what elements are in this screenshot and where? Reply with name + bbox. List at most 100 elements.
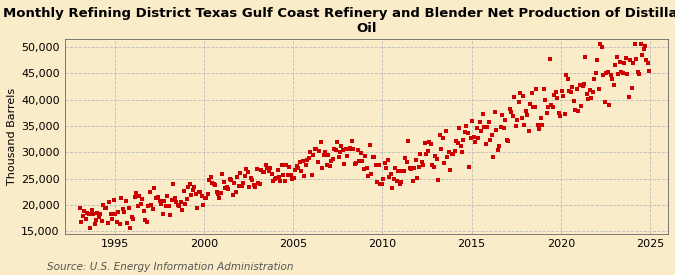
Point bbox=[88, 212, 99, 216]
Point bbox=[512, 117, 522, 122]
Point bbox=[415, 152, 426, 156]
Point bbox=[464, 164, 475, 169]
Point bbox=[177, 208, 188, 213]
Point bbox=[455, 143, 466, 148]
Point bbox=[585, 88, 595, 92]
Point bbox=[628, 61, 639, 65]
Point bbox=[632, 70, 643, 75]
Point bbox=[199, 196, 210, 200]
Point bbox=[247, 178, 258, 183]
Point bbox=[310, 147, 321, 151]
Point bbox=[620, 56, 631, 60]
Point bbox=[350, 162, 360, 167]
Point bbox=[397, 169, 408, 173]
Point bbox=[98, 203, 109, 207]
Point bbox=[354, 159, 364, 163]
Point bbox=[643, 61, 653, 65]
Point bbox=[549, 92, 560, 97]
Point bbox=[296, 169, 306, 174]
Point bbox=[576, 104, 587, 108]
Point bbox=[418, 163, 429, 167]
Point bbox=[608, 83, 619, 88]
Text: Source: U.S. Energy Information Administration: Source: U.S. Energy Information Administ… bbox=[47, 262, 294, 272]
Point bbox=[140, 217, 151, 222]
Point bbox=[294, 160, 305, 164]
Point bbox=[171, 200, 182, 204]
Point bbox=[429, 165, 439, 169]
Point bbox=[371, 163, 381, 167]
Point bbox=[360, 153, 371, 158]
Point bbox=[540, 98, 551, 102]
Point bbox=[111, 220, 122, 224]
Point bbox=[338, 148, 348, 152]
Point bbox=[178, 189, 189, 193]
Point bbox=[308, 153, 319, 158]
Point bbox=[601, 71, 612, 75]
Point bbox=[423, 149, 433, 153]
Point bbox=[357, 159, 368, 163]
Point bbox=[174, 204, 185, 208]
Point bbox=[252, 181, 263, 185]
Point bbox=[116, 196, 127, 200]
Point bbox=[84, 226, 95, 230]
Point bbox=[333, 155, 344, 159]
Point bbox=[277, 163, 288, 167]
Point bbox=[419, 141, 430, 146]
Point bbox=[327, 156, 338, 161]
Point bbox=[250, 185, 261, 189]
Point bbox=[339, 162, 350, 167]
Point bbox=[272, 168, 283, 173]
Point bbox=[189, 185, 200, 189]
Y-axis label: Thousand Barrels: Thousand Barrels bbox=[7, 88, 17, 185]
Point bbox=[76, 220, 86, 224]
Point bbox=[260, 163, 271, 167]
Point bbox=[574, 82, 585, 87]
Point bbox=[487, 133, 497, 137]
Point bbox=[220, 186, 231, 191]
Point bbox=[638, 47, 649, 51]
Point bbox=[383, 174, 394, 179]
Point bbox=[630, 57, 641, 62]
Point bbox=[436, 147, 447, 151]
Point bbox=[125, 226, 136, 230]
Point bbox=[610, 63, 620, 67]
Point bbox=[572, 109, 583, 113]
Point bbox=[363, 174, 374, 178]
Point bbox=[492, 148, 503, 152]
Point bbox=[138, 208, 149, 213]
Point bbox=[90, 218, 101, 222]
Point bbox=[83, 211, 94, 216]
Point bbox=[641, 57, 652, 62]
Point bbox=[433, 178, 443, 182]
Point bbox=[500, 118, 510, 123]
Point bbox=[568, 98, 579, 103]
Point bbox=[626, 86, 637, 90]
Point bbox=[120, 198, 131, 203]
Point bbox=[547, 105, 558, 109]
Point bbox=[256, 168, 267, 172]
Point bbox=[391, 179, 402, 183]
Point bbox=[279, 178, 290, 183]
Point bbox=[382, 158, 393, 162]
Point bbox=[460, 130, 470, 135]
Point bbox=[467, 119, 478, 123]
Point bbox=[488, 155, 499, 159]
Point bbox=[577, 84, 588, 88]
Point bbox=[251, 167, 262, 171]
Point bbox=[425, 142, 436, 146]
Point bbox=[372, 180, 383, 184]
Point bbox=[424, 140, 435, 144]
Point bbox=[161, 204, 171, 208]
Point bbox=[242, 170, 253, 175]
Point bbox=[445, 168, 456, 172]
Point bbox=[318, 153, 329, 157]
Point bbox=[142, 204, 153, 208]
Point bbox=[183, 185, 194, 189]
Point bbox=[379, 160, 390, 165]
Point bbox=[107, 216, 117, 221]
Point bbox=[597, 45, 608, 50]
Point bbox=[240, 174, 250, 178]
Point bbox=[561, 73, 572, 77]
Point bbox=[446, 152, 457, 156]
Point bbox=[555, 114, 566, 118]
